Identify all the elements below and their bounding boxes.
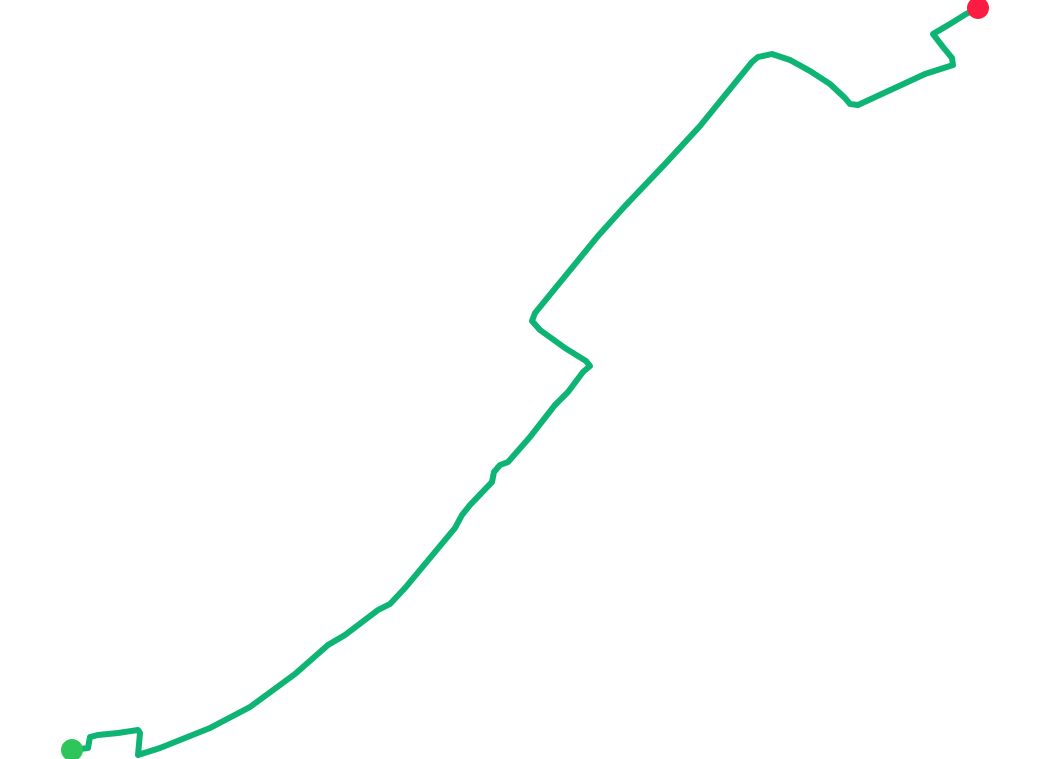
end-marker [967,0,989,19]
route-line [69,5,981,758]
start-marker [61,739,83,759]
